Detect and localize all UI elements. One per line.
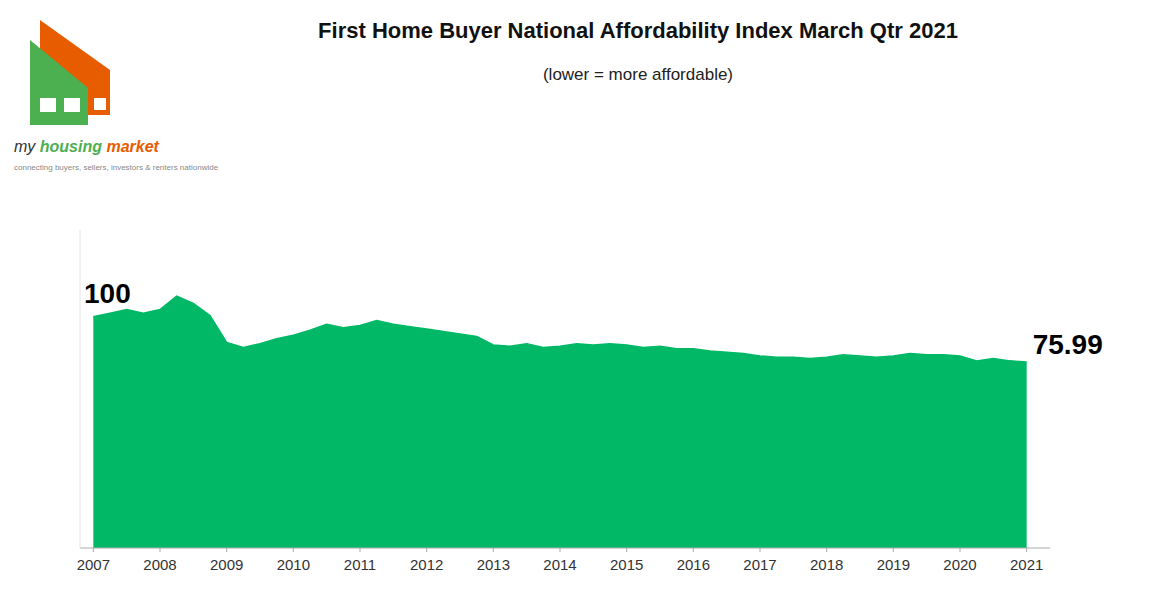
plot-area: [93, 296, 1026, 548]
x-tick-label: 2008: [143, 556, 176, 573]
annotation: 100: [84, 278, 131, 309]
title: First Home Buyer National Affordability …: [318, 18, 958, 43]
x-tick: [693, 548, 694, 552]
logo-tagline: connecting buyers, sellers, investors & …: [14, 163, 219, 172]
x-tick-label: 2014: [543, 556, 576, 573]
chart: First Home Buyer National Affordability …: [0, 0, 1160, 601]
logo-word: market: [106, 138, 159, 155]
logo-icon: [64, 98, 80, 112]
logo-word: housing: [40, 138, 107, 155]
x-tick-label: 2009: [210, 556, 243, 573]
logo-icon: [94, 98, 106, 110]
annotation: 75.99: [1033, 329, 1103, 360]
logo-text: my housing market: [14, 138, 160, 155]
x-tick-label: 2011: [344, 556, 376, 573]
x-tick-label: 2010: [277, 556, 310, 573]
x-tick: [1026, 548, 1027, 552]
x-tick-label: 2013: [477, 556, 510, 573]
logo-icon: [40, 98, 56, 112]
x-tick-label: 2007: [77, 556, 110, 573]
area-line: [93, 296, 1026, 362]
logo: my housing market connecting buyers, sell…: [14, 20, 219, 172]
x-tick: [426, 548, 427, 552]
logo-word: my: [14, 138, 40, 155]
x-tick-label: 2018: [810, 556, 843, 573]
x-tick: [293, 548, 294, 552]
x-tick: [626, 548, 627, 552]
y-axis: [80, 230, 81, 548]
area: [93, 296, 1026, 548]
x-tick-label: 2017: [743, 556, 776, 573]
x-tick-label: 2020: [943, 556, 976, 573]
x-tick: [226, 548, 227, 552]
x-axis: [80, 548, 1050, 549]
x-tick: [760, 548, 761, 552]
x-tick: [360, 548, 361, 552]
x-tick: [893, 548, 894, 552]
x-tick: [93, 548, 94, 552]
x-tick: [493, 548, 494, 552]
x-tick-label: 2016: [677, 556, 710, 573]
x-tick: [160, 548, 161, 552]
x-tick: [960, 548, 961, 552]
x-tick-label: 2015: [610, 556, 643, 573]
x-tick-label: 2012: [410, 556, 443, 573]
x-tick-label: 2021: [1010, 556, 1043, 573]
x-tick-label: 2019: [877, 556, 910, 573]
x-tick: [560, 548, 561, 552]
x-tick: [826, 548, 827, 552]
logo-icon: [30, 40, 88, 125]
subtitle: (lower = more affordable): [543, 65, 733, 84]
